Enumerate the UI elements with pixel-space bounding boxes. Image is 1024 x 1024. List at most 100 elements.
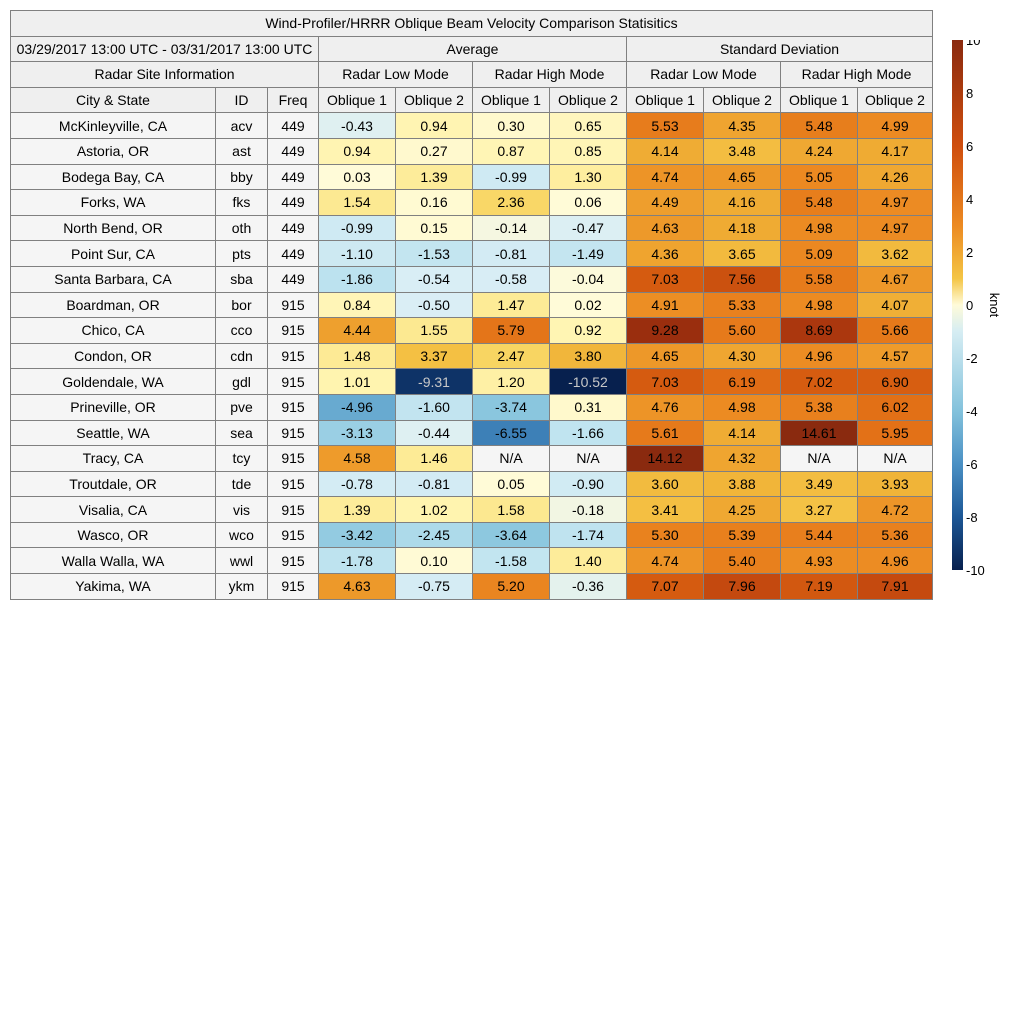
cell-avg-high-oblique-1: 2.47 xyxy=(472,342,550,370)
average-header: Average xyxy=(318,35,627,63)
cell-freq: 915 xyxy=(267,291,319,319)
cell-avg-high-oblique-2: -0.18 xyxy=(549,496,627,523)
cell-freq: 449 xyxy=(267,240,319,267)
cell-std-high-oblique-2: 4.26 xyxy=(857,163,933,191)
cell-avg-high-oblique-1: -3.64 xyxy=(472,521,550,549)
cell-std-high-oblique-2: 4.97 xyxy=(857,189,933,216)
cell-avg-low-oblique-2: 0.15 xyxy=(395,214,473,242)
col-header-std-low-oblique-2: Oblique 2 xyxy=(703,86,781,114)
cell-std-low-oblique-2: 4.30 xyxy=(703,342,781,370)
cell-std-low-oblique-1: 14.12 xyxy=(626,445,704,472)
cell-std-high-oblique-1: N/A xyxy=(780,445,858,472)
cell-avg-low-oblique-1: -0.99 xyxy=(318,214,396,242)
table-row: Goldendale, WA gdl 915 1.01 -9.31 1.20 -10.52 7… xyxy=(10,368,933,395)
cell-std-low-oblique-1: 7.07 xyxy=(626,573,704,600)
col-header-avg-high-oblique-2: Oblique 2 xyxy=(549,86,627,114)
cell-id: tde xyxy=(215,470,268,498)
colorbar-gradient xyxy=(952,40,963,570)
cell-std-high-oblique-1: 4.98 xyxy=(780,214,858,242)
table-row: Bodega Bay, CA bby 449 0.03 1.39 -0.99 1.30 4.7… xyxy=(10,163,933,191)
cell-avg-low-oblique-2: -0.75 xyxy=(395,573,473,600)
cell-std-high-oblique-1: 7.19 xyxy=(780,573,858,600)
colorbar-unit-label: knot xyxy=(987,293,1002,318)
colorbar-tick-label: 0 xyxy=(966,298,973,313)
cell-city: Prineville, OR xyxy=(10,393,216,421)
table-row: Wasco, OR wco 915 -3.42 -2.45 -3.64 -1.74 5.30 5… xyxy=(10,521,933,549)
cell-avg-low-oblique-2: -0.44 xyxy=(395,419,473,447)
cell-id: vis xyxy=(215,496,268,523)
cell-std-low-oblique-1: 4.74 xyxy=(626,163,704,191)
cell-std-high-oblique-1: 5.05 xyxy=(780,163,858,191)
cell-std-low-oblique-1: 9.28 xyxy=(626,317,704,344)
table-row: Yakima, WA ykm 915 4.63 -0.75 5.20 -0.36 7.07 7.… xyxy=(10,573,933,600)
table-row: Forks, WA fks 449 1.54 0.16 2.36 0.06 4.49 4.16 5… xyxy=(10,189,933,216)
cell-std-low-oblique-1: 4.76 xyxy=(626,393,704,421)
table-row: Santa Barbara, CA sba 449 -1.86 -0.54 -0.58 -0… xyxy=(10,265,933,293)
cell-avg-low-oblique-2: 1.02 xyxy=(395,496,473,523)
cell-city: Troutdale, OR xyxy=(10,470,216,498)
cell-avg-low-oblique-1: 0.94 xyxy=(318,137,396,165)
cell-std-low-oblique-2: 5.39 xyxy=(703,521,781,549)
cell-avg-low-oblique-2: 1.46 xyxy=(395,445,473,472)
cell-std-low-oblique-2: 4.14 xyxy=(703,419,781,447)
cell-city: Point Sur, CA xyxy=(10,240,216,267)
cell-freq: 449 xyxy=(267,265,319,293)
cell-freq: 915 xyxy=(267,342,319,370)
cell-std-low-oblique-2: 4.18 xyxy=(703,214,781,242)
cell-std-high-oblique-2: 4.97 xyxy=(857,214,933,242)
cell-avg-high-oblique-1: -0.81 xyxy=(472,240,550,267)
cell-std-high-oblique-1: 5.44 xyxy=(780,521,858,549)
cell-std-low-oblique-1: 5.30 xyxy=(626,521,704,549)
cell-avg-low-oblique-2: -0.50 xyxy=(395,291,473,319)
cell-avg-low-oblique-1: 1.01 xyxy=(318,368,396,395)
cell-avg-high-oblique-2: -1.66 xyxy=(549,419,627,447)
cell-freq: 449 xyxy=(267,112,319,139)
table-row: Seattle, WA sea 915 -3.13 -0.44 -6.55 -1.66 5.6… xyxy=(10,419,933,447)
col-header-avg-high-oblique-1: Oblique 1 xyxy=(472,86,550,114)
cell-avg-low-oblique-1: 0.03 xyxy=(318,163,396,191)
cell-city: McKinleyville, CA xyxy=(10,112,216,139)
cell-avg-high-oblique-2: N/A xyxy=(549,445,627,472)
cell-avg-high-oblique-2: -0.47 xyxy=(549,214,627,242)
cell-std-low-oblique-2: 3.48 xyxy=(703,137,781,165)
cell-std-low-oblique-2: 4.25 xyxy=(703,496,781,523)
cell-std-high-oblique-2: 5.66 xyxy=(857,317,933,344)
cell-avg-high-oblique-1: 5.79 xyxy=(472,317,550,344)
cell-std-low-oblique-2: 4.35 xyxy=(703,112,781,139)
cell-std-low-oblique-1: 5.61 xyxy=(626,419,704,447)
cell-avg-high-oblique-1: -6.55 xyxy=(472,419,550,447)
cell-std-low-oblique-1: 4.91 xyxy=(626,291,704,319)
cell-std-high-oblique-2: 4.57 xyxy=(857,342,933,370)
table-row: McKinleyville, CA acv 449 -0.43 0.94 0.30 0.65… xyxy=(10,112,933,139)
cell-city: Santa Barbara, CA xyxy=(10,265,216,293)
cell-avg-low-oblique-1: -3.42 xyxy=(318,521,396,549)
cell-id: sba xyxy=(215,265,268,293)
cell-std-low-oblique-1: 4.74 xyxy=(626,547,704,575)
cell-avg-high-oblique-2: 1.40 xyxy=(549,547,627,575)
cell-city: Walla Walla, WA xyxy=(10,547,216,575)
cell-avg-high-oblique-1: 1.47 xyxy=(472,291,550,319)
std-high-mode-header: Radar High Mode xyxy=(780,61,933,88)
table-row: North Bend, OR oth 449 -0.99 0.15 -0.14 -0.47 4… xyxy=(10,214,933,242)
cell-avg-high-oblique-1: -3.74 xyxy=(472,393,550,421)
cell-avg-low-oblique-1: -0.43 xyxy=(318,112,396,139)
std-dev-header: Standard Deviation xyxy=(626,35,933,63)
col-header-std-high-oblique-1: Oblique 1 xyxy=(780,86,858,114)
col-header-city: City & State xyxy=(10,86,216,114)
cell-id: ast xyxy=(215,137,268,165)
cell-avg-high-oblique-2: -10.52 xyxy=(549,368,627,395)
cell-avg-low-oblique-2: 0.10 xyxy=(395,547,473,575)
cell-std-low-oblique-2: 3.88 xyxy=(703,470,781,498)
cell-std-low-oblique-1: 3.41 xyxy=(626,496,704,523)
cell-std-low-oblique-1: 4.14 xyxy=(626,137,704,165)
col-header-freq: Freq xyxy=(267,86,319,114)
cell-std-low-oblique-1: 4.65 xyxy=(626,342,704,370)
cell-std-high-oblique-2: 4.67 xyxy=(857,265,933,293)
cell-std-high-oblique-1: 4.96 xyxy=(780,342,858,370)
cell-std-low-oblique-2: 7.56 xyxy=(703,265,781,293)
cell-std-low-oblique-1: 3.60 xyxy=(626,470,704,498)
cell-freq: 915 xyxy=(267,419,319,447)
cell-id: gdl xyxy=(215,368,268,395)
table-body: McKinleyville, CA acv 449 -0.43 0.94 0.30 0.65… xyxy=(10,112,933,600)
cell-std-low-oblique-2: 3.65 xyxy=(703,240,781,267)
